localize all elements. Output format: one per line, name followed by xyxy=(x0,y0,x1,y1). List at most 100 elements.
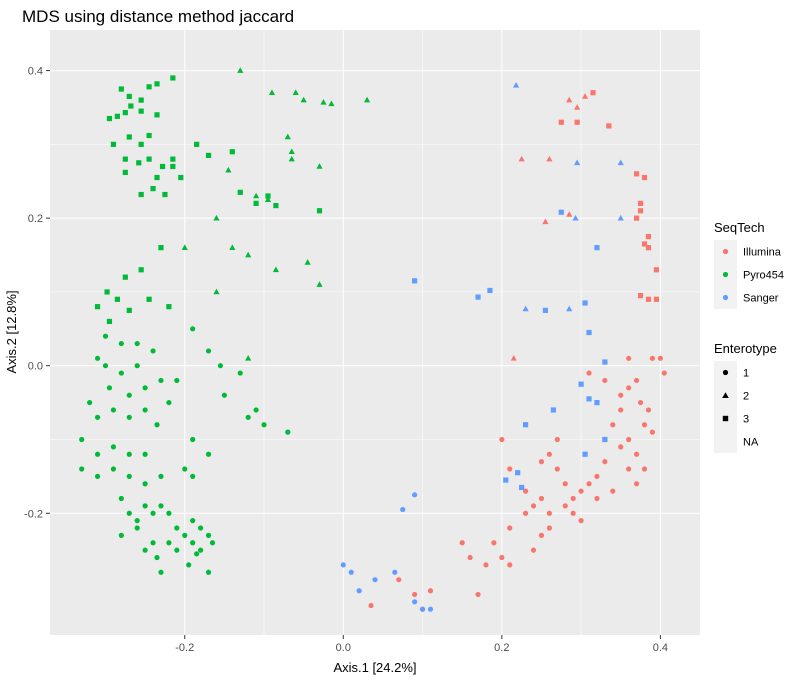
axis-ticks: -0.2 0.0 0.2 0.4 -0.2 0.0 0.2 0.4 xyxy=(24,66,668,654)
data-point-pyro454-enterotype-3 xyxy=(146,84,152,90)
data-point-pyro454-enterotype-1 xyxy=(205,348,212,354)
data-point-pyro454-enterotype-1 xyxy=(174,377,180,384)
data-point-illumina-enterotype-1 xyxy=(602,459,608,465)
data-point-pyro454-enterotype-1 xyxy=(166,399,172,406)
data-point-pyro454-enterotype-1 xyxy=(142,407,148,413)
legend-shape-circle xyxy=(722,369,729,376)
data-point-pyro454-enterotype-1 xyxy=(158,377,164,384)
data-point-pyro454-enterotype-2 xyxy=(272,266,280,273)
data-point-pyro454-enterotype-3 xyxy=(126,93,132,100)
data-point-pyro454-enterotype-1 xyxy=(126,392,132,398)
data-point-illumina-enterotype-1 xyxy=(546,451,552,457)
x-tick-label: -0.2 xyxy=(175,642,194,654)
data-point-illumina-enterotype-1 xyxy=(523,510,529,516)
data-point-pyro454-enterotype-3 xyxy=(138,191,144,198)
data-point-pyro454-enterotype-3 xyxy=(114,296,120,302)
data-point-pyro454-enterotype-3 xyxy=(194,141,200,147)
data-point-illumina-enterotype-1 xyxy=(594,473,600,479)
data-point-illumina-enterotype-1 xyxy=(626,436,632,443)
data-point-sanger-enterotype-3 xyxy=(594,399,600,406)
data-point-sanger-enterotype-1 xyxy=(419,606,426,612)
data-point-pyro454-enterotype-3 xyxy=(118,86,124,92)
data-point-illumina-enterotype-1 xyxy=(641,422,648,428)
y-tick-label: -0.2 xyxy=(24,508,43,520)
data-point-illumina-enterotype-3 xyxy=(653,267,660,273)
data-point-sanger-enterotype-3 xyxy=(602,359,608,365)
data-point-sanger-enterotype-1 xyxy=(340,562,346,568)
data-point-pyro454-enterotype-3 xyxy=(150,186,156,192)
data-point-sanger-enterotype-3 xyxy=(412,278,418,284)
data-point-pyro454-enterotype-1 xyxy=(118,495,124,502)
legend-label-enterotype-1: 1 xyxy=(743,368,749,380)
data-point-illumina-enterotype-1 xyxy=(396,577,402,583)
data-point-pyro454-enterotype-3 xyxy=(170,156,176,162)
data-point-pyro454-enterotype-1 xyxy=(79,466,85,472)
data-point-illumina-enterotype-1 xyxy=(602,377,608,384)
data-point-pyro454-enterotype-1 xyxy=(166,540,172,546)
legend-label-pyro454: Pyro454 xyxy=(743,270,784,282)
data-point-sanger-enterotype-3 xyxy=(515,470,521,476)
data-point-illumina-enterotype-1 xyxy=(507,525,513,531)
data-point-pyro454-enterotype-2 xyxy=(181,244,188,250)
data-point-sanger-enterotype-1 xyxy=(372,577,378,583)
data-point-pyro454-enterotype-2 xyxy=(225,166,232,173)
data-point-pyro454-enterotype-1 xyxy=(158,503,164,509)
x-tick-label: 0.4 xyxy=(653,642,668,654)
legend-label-sanger: Sanger xyxy=(743,293,779,305)
data-point-pyro454-enterotype-1 xyxy=(87,399,93,406)
data-point-pyro454-enterotype-3 xyxy=(154,174,160,181)
data-point-illumina-enterotype-1 xyxy=(618,444,624,450)
data-point-pyro454-enterotype-3 xyxy=(106,115,113,122)
data-point-illumina-enterotype-2 xyxy=(546,155,553,162)
data-point-illumina-enterotype-2 xyxy=(574,104,581,110)
data-point-sanger-enterotype-2 xyxy=(522,305,529,312)
data-point-pyro454-enterotype-3 xyxy=(253,200,259,206)
data-point-pyro454-enterotype-1 xyxy=(182,466,188,472)
data-point-pyro454-enterotype-1 xyxy=(221,392,227,398)
data-point-illumina-enterotype-1 xyxy=(523,488,529,494)
data-point-pyro454-enterotype-1 xyxy=(154,422,160,428)
data-point-pyro454-enterotype-1 xyxy=(118,532,124,538)
data-point-pyro454-enterotype-2 xyxy=(264,196,272,202)
data-point-pyro454-enterotype-3 xyxy=(146,296,152,302)
data-point-pyro454-enterotype-1 xyxy=(205,532,212,538)
data-point-illumina-enterotype-3 xyxy=(633,215,640,221)
data-point-illumina-enterotype-1 xyxy=(483,562,489,568)
data-point-illumina-enterotype-1 xyxy=(578,488,584,494)
data-point-pyro454-enterotype-1 xyxy=(209,540,216,546)
data-point-pyro454-enterotype-1 xyxy=(134,340,140,347)
data-point-illumina-enterotype-1 xyxy=(507,466,513,472)
data-point-pyro454-enterotype-1 xyxy=(166,510,172,516)
data-point-sanger-enterotype-2 xyxy=(572,214,579,221)
data-point-pyro454-enterotype-1 xyxy=(150,510,156,516)
data-point-illumina-enterotype-1 xyxy=(610,422,616,428)
data-point-illumina-enterotype-2 xyxy=(566,96,573,103)
data-point-pyro454-enterotype-1 xyxy=(102,333,109,339)
data-point-sanger-enterotype-3 xyxy=(578,381,584,387)
x-tick-label: 0.0 xyxy=(336,642,351,654)
data-point-illumina-enterotype-3 xyxy=(645,296,652,302)
data-point-pyro454-enterotype-3 xyxy=(122,169,128,175)
data-point-illumina-enterotype-1 xyxy=(412,591,418,598)
data-point-illumina-enterotype-3 xyxy=(653,296,660,302)
data-point-pyro454-enterotype-2 xyxy=(213,214,220,221)
data-point-pyro454-enterotype-2 xyxy=(300,96,307,103)
data-point-sanger-enterotype-3 xyxy=(594,245,600,251)
data-point-pyro454-enterotype-2 xyxy=(237,67,244,73)
data-point-sanger-enterotype-3 xyxy=(586,329,592,336)
y-axis-title: Axis.2 [12.8%] xyxy=(4,290,19,373)
x-axis-title: Axis.1 [24.2%] xyxy=(333,660,416,675)
data-point-illumina-enterotype-2 xyxy=(518,155,525,162)
legend-shape-entry: 3 xyxy=(714,407,749,430)
data-point-pyro454-enterotype-1 xyxy=(261,422,267,428)
data-point-pyro454-enterotype-1 xyxy=(102,363,109,369)
data-point-illumina-enterotype-1 xyxy=(641,466,648,472)
data-point-illumina-enterotype-1 xyxy=(633,481,640,487)
data-point-illumina-enterotype-1 xyxy=(618,392,624,398)
data-point-pyro454-enterotype-1 xyxy=(174,547,180,553)
data-point-illumina-enterotype-1 xyxy=(546,510,552,516)
legend-swatch-illumina xyxy=(722,248,729,255)
data-point-pyro454-enterotype-1 xyxy=(190,436,196,443)
data-point-illumina-enterotype-1 xyxy=(562,503,568,509)
data-point-pyro454-enterotype-1 xyxy=(126,510,132,516)
